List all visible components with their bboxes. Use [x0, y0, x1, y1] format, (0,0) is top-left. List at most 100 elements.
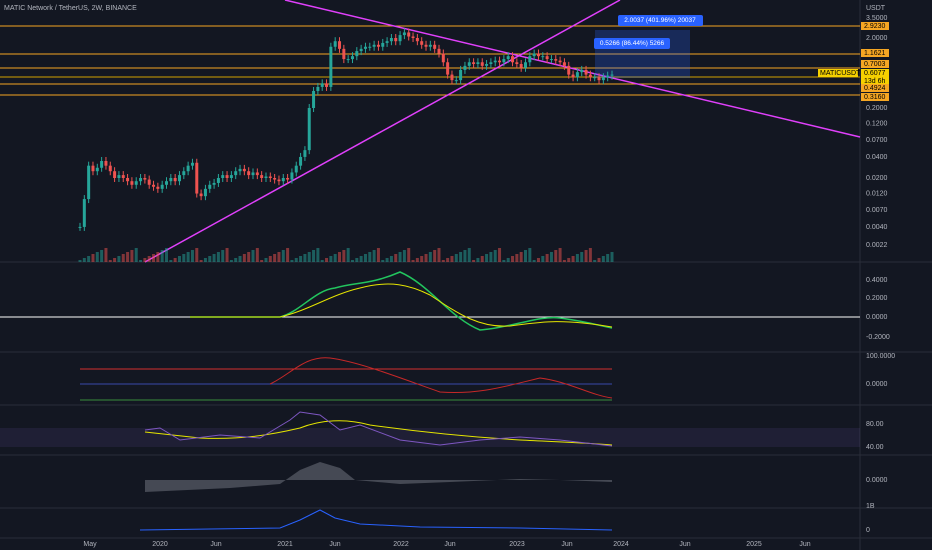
volume-bar [121, 254, 125, 262]
candle [575, 72, 579, 78]
candle [225, 175, 229, 178]
volume-bar [190, 250, 194, 262]
volume-bar [407, 248, 411, 262]
levels [0, 25, 860, 96]
time-tick: 2022 [393, 541, 409, 548]
volume-bar [381, 260, 385, 262]
volume-bar [126, 252, 130, 262]
volume-bar [489, 252, 493, 262]
volume-bar [208, 256, 212, 262]
candle [229, 175, 233, 178]
candle [467, 62, 471, 66]
candle [346, 59, 350, 61]
candle [212, 182, 216, 185]
volume-bar [398, 252, 402, 262]
volume-bar [199, 260, 203, 262]
price-tick: 0.0200 [866, 175, 888, 182]
candle [355, 51, 359, 57]
candle [528, 56, 532, 63]
candle [523, 62, 527, 68]
volume-bar [506, 258, 510, 262]
volume-bar [286, 248, 290, 262]
volume-bar [169, 260, 173, 262]
rsi-ma [144, 420, 613, 446]
volume-bar [104, 248, 108, 262]
pane-tick: 0.0000 [866, 381, 888, 388]
pane-tick: -0.2000 [866, 334, 890, 341]
volume-bar [350, 260, 354, 262]
price-tag [861, 60, 889, 68]
volume-bar [558, 248, 562, 262]
candle [190, 162, 194, 166]
candle [411, 36, 415, 38]
candle [290, 172, 294, 180]
volume-bar [372, 250, 376, 262]
candle [450, 74, 454, 81]
macd-line [190, 271, 613, 331]
volume-bar [437, 248, 441, 262]
time-tick: 2024 [613, 541, 629, 548]
volume-bar [186, 252, 190, 262]
candle [268, 176, 272, 178]
pane-tick: 100.0000 [866, 353, 895, 360]
candle [307, 108, 311, 151]
candle [234, 171, 238, 176]
volume-bar [143, 258, 147, 262]
volume-bar [567, 258, 571, 262]
pane-tick: 0.4000 [866, 277, 888, 284]
symbol-tag [818, 69, 858, 77]
volume-bar [606, 254, 610, 262]
volume-bar [268, 256, 272, 262]
candle [389, 38, 393, 42]
candle [428, 44, 432, 47]
candle [606, 75, 610, 78]
volume-bar [593, 260, 597, 262]
volume-bar [411, 260, 415, 262]
candle [532, 53, 536, 57]
candle [359, 48, 363, 52]
candle [113, 171, 117, 178]
candle [156, 186, 160, 189]
volume-bar [238, 256, 242, 262]
volume-bar [610, 252, 614, 262]
candle [286, 178, 290, 180]
candle [415, 38, 419, 42]
volume-bar [415, 258, 419, 262]
volume-bar [463, 250, 467, 262]
price-tick: 0.2000 [866, 105, 888, 112]
candles [78, 28, 614, 262]
volume-bar [273, 254, 277, 262]
candle [597, 77, 601, 81]
volume-bar [485, 254, 489, 262]
price-tag [861, 84, 889, 92]
pane-tick: 0.0000 [866, 314, 888, 321]
volume-bar [212, 254, 216, 262]
candle [333, 41, 337, 47]
candle [506, 56, 510, 60]
volume-bar [545, 254, 549, 262]
time-tick: 2023 [509, 541, 525, 548]
candle [350, 56, 354, 60]
candle [165, 181, 169, 185]
candle [134, 181, 138, 185]
symbol-title: MATIC Network / TetherUS, 2W, BINANCE [4, 5, 137, 12]
volume-bar [523, 250, 527, 262]
volume-bar [420, 256, 424, 262]
candle [485, 64, 489, 66]
volume-bar [402, 250, 406, 262]
candle [580, 69, 584, 73]
candle [558, 60, 562, 63]
candle [554, 59, 558, 61]
time-tick: 2025 [746, 541, 762, 548]
candle [182, 171, 186, 176]
volume-bar [441, 260, 445, 262]
time-tick: Jun [799, 541, 810, 548]
volume-bar [177, 256, 181, 262]
time-tick: 2020 [152, 541, 168, 548]
candle [199, 193, 203, 197]
volume-bar [472, 260, 476, 262]
candle [588, 74, 592, 78]
candle [394, 38, 398, 42]
price-tick: 0.0040 [866, 224, 888, 231]
volume-bar [476, 258, 480, 262]
